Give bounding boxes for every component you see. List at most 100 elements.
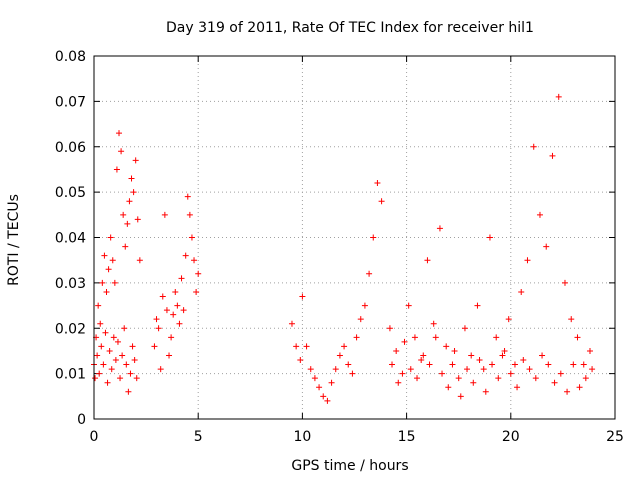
data-point: [489, 361, 496, 368]
data-point: [174, 302, 181, 309]
data-point: [108, 366, 115, 373]
data-point: [324, 397, 331, 404]
data-point: [482, 388, 489, 395]
data-point: [520, 357, 527, 364]
data-point: [499, 352, 506, 359]
data-point: [128, 175, 135, 182]
data-point: [405, 302, 412, 309]
y-tick-label: 0.06: [55, 140, 86, 156]
data-point: [514, 384, 521, 391]
data-point: [580, 361, 587, 368]
x-tick-label: 15: [398, 429, 416, 445]
data-point: [320, 393, 327, 400]
data-point: [100, 361, 107, 368]
data-point: [307, 366, 314, 373]
data-point: [543, 243, 550, 250]
data-point: [111, 279, 118, 286]
data-point: [166, 352, 173, 359]
data-point: [118, 148, 125, 155]
data-point: [549, 152, 556, 159]
data-point: [574, 334, 581, 341]
data-point: [178, 275, 185, 282]
data-point: [524, 257, 531, 264]
y-tick-label: 0.04: [55, 231, 86, 247]
data-point: [432, 334, 439, 341]
data-point: [130, 189, 137, 196]
data-point: [168, 334, 175, 341]
data-point: [439, 370, 446, 377]
data-point: [188, 234, 195, 241]
data-point: [110, 334, 117, 341]
x-tick-label: 10: [293, 429, 311, 445]
y-tick-label: 0: [77, 412, 86, 428]
data-point: [127, 370, 134, 377]
data-point: [378, 198, 385, 205]
data-point: [184, 193, 191, 200]
data-point: [389, 361, 396, 368]
data-point: [104, 379, 111, 386]
data-point: [551, 379, 558, 386]
data-point: [126, 198, 133, 205]
data-point: [195, 270, 202, 277]
data-point: [191, 257, 198, 264]
data-point: [414, 375, 421, 382]
data-point: [582, 375, 589, 382]
data-point: [172, 288, 179, 295]
data-point: [153, 316, 160, 323]
data-point: [121, 325, 128, 332]
data-point: [374, 180, 381, 187]
data-point: [103, 288, 110, 295]
data-point: [411, 334, 418, 341]
grid: [94, 56, 615, 419]
y-tick-label: 0.03: [55, 276, 86, 292]
data-point: [511, 361, 518, 368]
data-point: [98, 343, 105, 350]
data-point: [120, 211, 127, 218]
data-point: [161, 211, 168, 218]
data-point: [557, 370, 564, 377]
data-point: [353, 334, 360, 341]
data-point: [297, 357, 304, 364]
data-point: [102, 329, 109, 336]
data-point: [134, 216, 141, 223]
data-point: [357, 316, 364, 323]
y-tick-label: 0.02: [55, 321, 86, 337]
data-point: [407, 366, 414, 373]
data-point: [94, 352, 101, 359]
data-point: [133, 375, 140, 382]
x-tick-label: 20: [502, 429, 520, 445]
data-point: [193, 288, 200, 295]
data-point: [436, 225, 443, 232]
data-point: [132, 157, 139, 164]
data-point: [474, 302, 481, 309]
data-point: [555, 93, 562, 100]
data-point: [124, 220, 131, 227]
data-point: [345, 361, 352, 368]
data-point: [420, 352, 427, 359]
data-point: [136, 257, 143, 264]
data-point: [570, 361, 577, 368]
y-tick-label: 0.07: [55, 94, 86, 110]
data-point: [96, 370, 103, 377]
data-point: [361, 302, 368, 309]
y-tick-label: 0.01: [55, 367, 86, 383]
data-point: [470, 379, 477, 386]
data-point: [530, 143, 537, 150]
data-point: [119, 352, 126, 359]
data-point: [341, 343, 348, 350]
chart-title: Day 319 of 2011, Rate Of TEC Index for r…: [166, 20, 534, 36]
data-point: [505, 316, 512, 323]
data-point: [495, 375, 502, 382]
data-point: [112, 357, 119, 364]
data-point: [418, 357, 425, 364]
x-tick-label: 5: [194, 429, 203, 445]
data-point: [131, 357, 138, 364]
data-point: [393, 347, 400, 354]
data-point: [386, 325, 393, 332]
data-point: [395, 379, 402, 386]
data-point: [536, 211, 543, 218]
data-point: [92, 375, 99, 382]
data-point: [366, 270, 373, 277]
data-point: [303, 343, 310, 350]
